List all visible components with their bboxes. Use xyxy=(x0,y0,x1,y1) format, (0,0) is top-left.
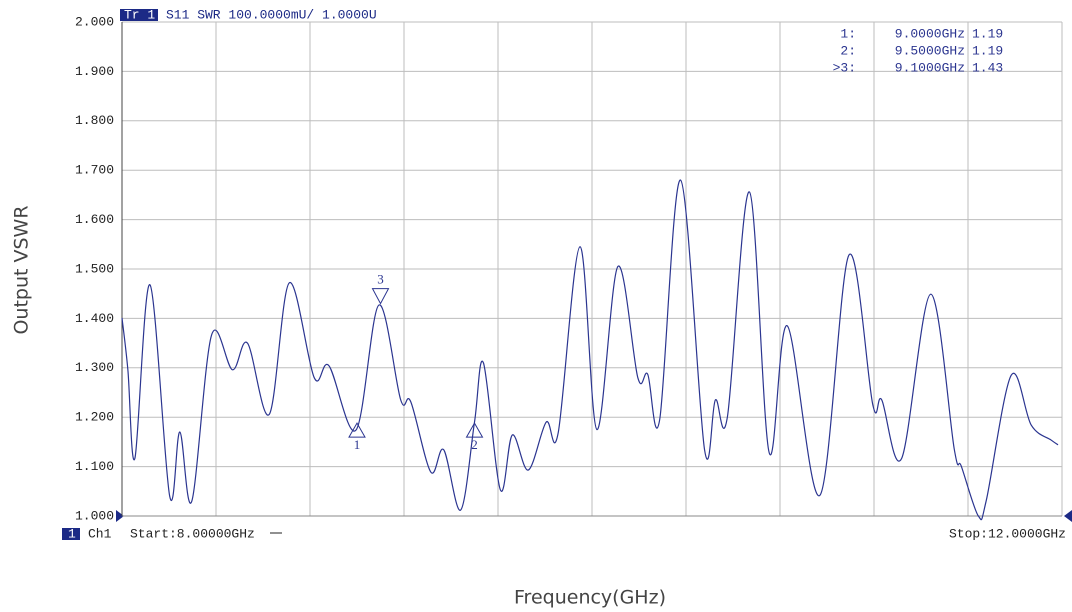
marker-id: 1: xyxy=(840,26,856,41)
marker-name: 3 xyxy=(377,272,384,287)
marker-value: 1.19 xyxy=(972,26,1003,41)
marker-id: 2: xyxy=(840,43,856,58)
y-tick-label: 2.000 xyxy=(75,14,114,29)
marker-name: 1 xyxy=(354,437,361,452)
y-tick-label: 1.100 xyxy=(75,459,114,474)
channel-number: 1 xyxy=(68,526,76,541)
marker-id: >3: xyxy=(833,60,856,75)
trace-badge xyxy=(120,9,158,21)
header: S11 SWR 100.0000mU/ 1.0000U xyxy=(166,7,377,22)
channel-badge xyxy=(62,528,80,540)
marker-freq: 9.5000GHz xyxy=(895,43,965,58)
y-tick-label: 1.200 xyxy=(75,410,114,425)
marker xyxy=(371,288,390,305)
marker-freq: 9.1000GHz xyxy=(895,60,965,75)
ref-arrow-right xyxy=(1064,510,1072,522)
y-axis-label: Output VSWR xyxy=(11,205,33,334)
y-tick-label: 1.400 xyxy=(75,311,114,326)
marker-freq: 9.0000GHz xyxy=(895,26,965,41)
channel-label: Ch1 xyxy=(88,526,112,541)
y-tick-label: 1.500 xyxy=(75,261,114,276)
y-tick-label: 1.800 xyxy=(75,113,114,128)
y-tick-label: 1.300 xyxy=(75,360,114,375)
marker-name: 2 xyxy=(471,437,478,452)
marker-value: 1.43 xyxy=(972,60,1003,75)
ref-arrow-left xyxy=(116,510,124,522)
trace-line xyxy=(121,179,1059,521)
y-tick-label: 1.700 xyxy=(75,163,114,178)
start-label: Start:8.00000GHz xyxy=(130,526,255,541)
marker xyxy=(348,422,366,438)
y-tick-label: 1.000 xyxy=(75,508,114,523)
marker-value: 1.19 xyxy=(972,43,1003,58)
y-tick-label: 1.900 xyxy=(75,64,114,79)
marker xyxy=(465,422,484,438)
trace-label: Tr 1 xyxy=(124,7,155,22)
stop-label: Stop:12.0000GHz xyxy=(949,526,1066,541)
y-tick-label: 1.600 xyxy=(75,212,114,227)
x-axis-label: Frequency(GHz) xyxy=(514,587,666,609)
